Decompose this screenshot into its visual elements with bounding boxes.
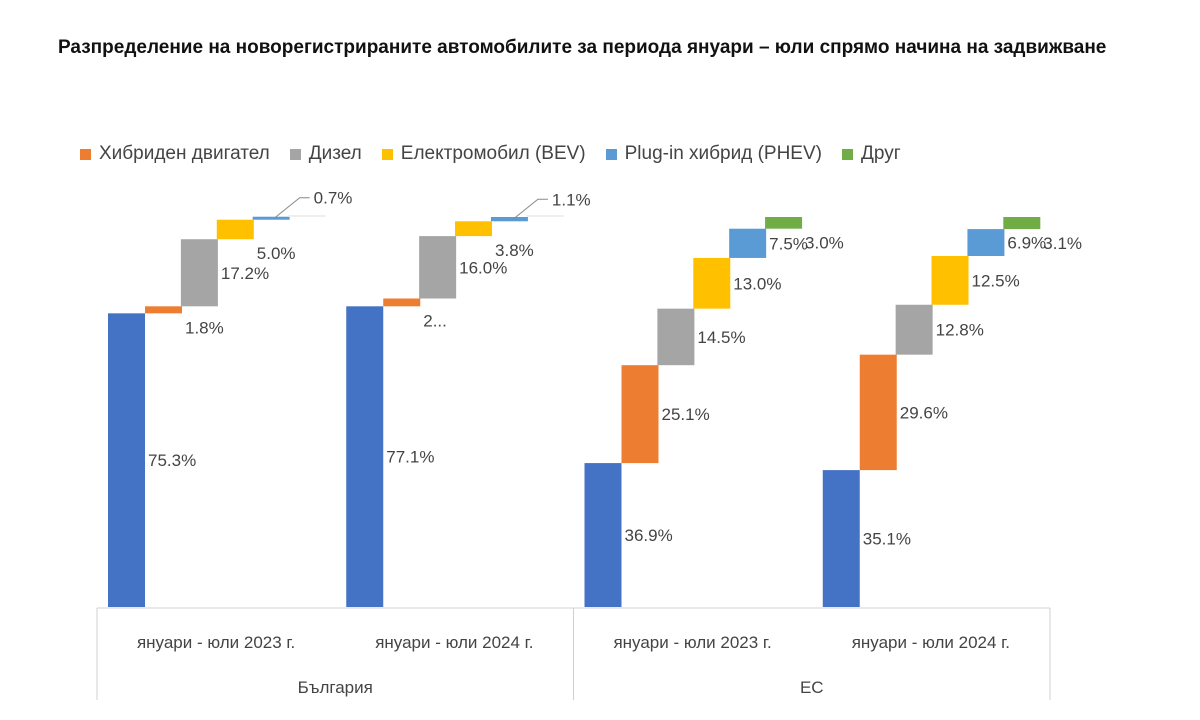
data-label: 3.0% bbox=[805, 234, 844, 253]
bar-segment bbox=[657, 308, 695, 366]
bar-segment bbox=[216, 219, 254, 240]
bar-segment bbox=[419, 236, 457, 299]
data-label: 13.0% bbox=[733, 274, 781, 293]
category-label: януари - юли 2024 г. bbox=[375, 633, 533, 652]
legend-item: Друг bbox=[841, 143, 901, 165]
data-label: 16.0% bbox=[459, 258, 507, 277]
bar-segment bbox=[383, 298, 421, 307]
data-label: 17.2% bbox=[221, 264, 269, 283]
bar-segment bbox=[1003, 217, 1041, 230]
bar-segment bbox=[526, 215, 564, 217]
data-label: 5.0% bbox=[257, 244, 296, 263]
leader-line bbox=[512, 198, 548, 220]
bar-segment bbox=[693, 257, 731, 309]
data-label: 29.6% bbox=[900, 403, 948, 422]
bar-segment bbox=[346, 306, 384, 607]
data-label: 7.5% bbox=[769, 234, 808, 253]
bar-segment bbox=[729, 228, 767, 258]
bar-segment bbox=[252, 216, 290, 220]
bar-segment bbox=[765, 217, 803, 229]
data-label: 3.1% bbox=[1043, 234, 1082, 253]
category-label: януари - юли 2024 г. bbox=[852, 633, 1010, 652]
bar-segment bbox=[822, 470, 860, 607]
data-label: 12.8% bbox=[936, 321, 984, 340]
data-label: 14.5% bbox=[697, 328, 745, 347]
bar-segment bbox=[490, 217, 528, 222]
bar-segment bbox=[145, 306, 182, 314]
bar-segment bbox=[967, 229, 1005, 256]
leader-line bbox=[274, 197, 310, 219]
category-label: януари - юли 2023 г. bbox=[613, 633, 771, 652]
category-label: януари - юли 2023 г. bbox=[137, 633, 295, 652]
legend-swatch bbox=[80, 148, 91, 160]
legend-item: Електромобил (BEV) bbox=[381, 143, 586, 165]
legend-item: Хибриден двигател bbox=[80, 143, 270, 165]
data-label: 77.1% bbox=[386, 448, 434, 467]
data-label: 35.1% bbox=[863, 530, 911, 549]
legend-swatch bbox=[605, 148, 617, 160]
bar-segment bbox=[180, 239, 218, 307]
data-label: 1.8% bbox=[185, 318, 224, 337]
group-label: България bbox=[298, 678, 373, 697]
group-label: ЕС bbox=[800, 678, 824, 697]
data-label: 36.9% bbox=[625, 526, 673, 545]
data-label: 2... bbox=[423, 311, 447, 330]
legend-label: Електромобил (BEV) bbox=[400, 143, 586, 164]
bar-segment bbox=[931, 256, 969, 305]
legend-swatch bbox=[289, 148, 301, 160]
data-label: 6.9% bbox=[1007, 234, 1046, 253]
data-label: 75.3% bbox=[148, 451, 196, 470]
bar-segment bbox=[859, 354, 897, 471]
data-label: 3.8% bbox=[495, 241, 534, 260]
legend: Хибриден двигател Дизел Електромобил (BEV)… bbox=[80, 143, 901, 165]
data-label: 0.7% bbox=[314, 189, 353, 208]
bar-segment bbox=[288, 215, 326, 217]
legend-item: Plug-in хибрид (PHEV) bbox=[605, 143, 822, 165]
chart-title: Разпределение на новорегистрираните авто… bbox=[58, 37, 1107, 58]
legend-swatch bbox=[841, 148, 853, 160]
bar-segment bbox=[584, 463, 622, 607]
data-label: 12.5% bbox=[972, 271, 1020, 290]
legend-item: Дизел bbox=[289, 143, 362, 165]
data-label: 1.1% bbox=[552, 190, 591, 209]
bar-segment bbox=[455, 221, 493, 237]
bar-segment bbox=[895, 304, 933, 355]
legend-label: Хибриден двигател bbox=[99, 143, 270, 164]
legend-label: Plug-in хибрид (PHEV) bbox=[624, 143, 822, 164]
bar-segment bbox=[621, 365, 659, 464]
legend-swatch bbox=[381, 148, 393, 160]
data-label: 25.1% bbox=[662, 405, 710, 424]
legend-label: Дизел bbox=[308, 143, 362, 164]
bar-segment bbox=[108, 313, 145, 607]
legend-label: Друг bbox=[860, 143, 901, 164]
